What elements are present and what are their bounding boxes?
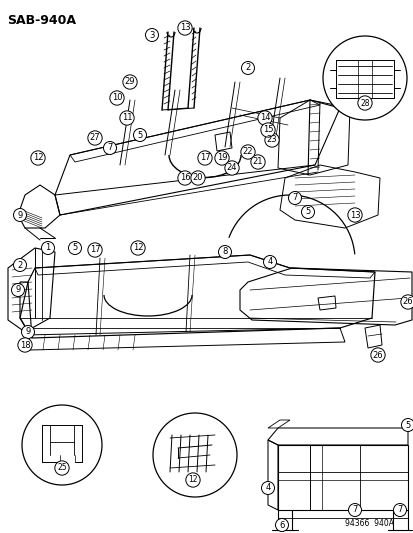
Circle shape	[218, 246, 231, 259]
Text: SAB-940A: SAB-940A	[7, 14, 76, 27]
Circle shape	[14, 259, 26, 271]
Text: 10: 10	[112, 93, 122, 102]
Circle shape	[401, 418, 413, 432]
Text: 7: 7	[292, 193, 297, 203]
Text: 5: 5	[137, 131, 142, 140]
Circle shape	[178, 171, 192, 185]
Circle shape	[178, 21, 192, 35]
Circle shape	[370, 348, 384, 362]
Circle shape	[119, 111, 134, 125]
Circle shape	[31, 151, 45, 165]
Circle shape	[109, 91, 124, 105]
Text: 24: 24	[226, 164, 237, 173]
Text: 29: 29	[124, 77, 135, 86]
Text: 11: 11	[121, 114, 132, 123]
Text: 94366  940A: 94366 940A	[345, 519, 394, 528]
Circle shape	[275, 519, 288, 531]
Circle shape	[257, 111, 271, 125]
Text: 6: 6	[279, 521, 284, 529]
Text: 25: 25	[57, 464, 66, 472]
Text: 7: 7	[351, 505, 357, 514]
Circle shape	[347, 208, 361, 222]
Text: 26: 26	[402, 297, 412, 306]
Text: 4: 4	[265, 483, 270, 492]
Circle shape	[21, 326, 34, 338]
Text: 7: 7	[396, 505, 402, 514]
Text: 5: 5	[72, 244, 78, 253]
Text: 9: 9	[17, 211, 23, 220]
Circle shape	[250, 155, 264, 169]
Circle shape	[41, 241, 55, 254]
Circle shape	[240, 145, 254, 159]
Text: 9: 9	[15, 286, 21, 295]
Text: 18: 18	[20, 341, 30, 350]
Circle shape	[68, 241, 81, 254]
Text: 15: 15	[262, 125, 273, 134]
Text: 14: 14	[259, 114, 270, 123]
Circle shape	[14, 208, 26, 222]
Circle shape	[18, 338, 32, 352]
Circle shape	[12, 284, 24, 296]
Circle shape	[261, 481, 274, 495]
Text: 9: 9	[25, 327, 31, 336]
Circle shape	[264, 133, 278, 147]
Text: 12: 12	[133, 244, 143, 253]
Circle shape	[123, 75, 137, 89]
Circle shape	[145, 28, 158, 42]
Circle shape	[392, 504, 406, 516]
Text: 12: 12	[33, 154, 43, 163]
Text: 28: 28	[359, 99, 369, 108]
Circle shape	[88, 131, 102, 145]
Text: 26: 26	[372, 351, 382, 359]
Text: 2: 2	[17, 261, 23, 270]
Circle shape	[185, 473, 199, 487]
Circle shape	[197, 151, 211, 165]
Circle shape	[241, 61, 254, 75]
Text: 13: 13	[349, 211, 359, 220]
Text: 21: 21	[252, 157, 263, 166]
Text: 22: 22	[242, 148, 253, 157]
Text: 23: 23	[266, 135, 277, 144]
Circle shape	[400, 295, 413, 309]
Text: 5: 5	[305, 207, 310, 216]
Circle shape	[131, 241, 145, 255]
Text: 17: 17	[199, 154, 210, 163]
Text: 13: 13	[179, 23, 190, 33]
Circle shape	[133, 128, 146, 141]
Circle shape	[88, 243, 102, 257]
Text: 4: 4	[267, 257, 272, 266]
Circle shape	[224, 161, 239, 175]
Text: 8: 8	[222, 247, 227, 256]
Text: 16: 16	[179, 174, 190, 182]
Circle shape	[288, 191, 301, 205]
Text: 2: 2	[245, 63, 250, 72]
Circle shape	[348, 504, 361, 516]
Text: 20: 20	[192, 174, 203, 182]
Circle shape	[214, 151, 229, 165]
Circle shape	[357, 96, 371, 110]
Circle shape	[190, 171, 205, 185]
Circle shape	[322, 36, 406, 120]
Text: 3: 3	[149, 30, 154, 39]
Text: 19: 19	[216, 154, 227, 163]
Text: 27: 27	[90, 133, 100, 142]
Circle shape	[103, 141, 116, 155]
Text: 5: 5	[404, 421, 410, 430]
Text: 1: 1	[45, 244, 50, 253]
Circle shape	[260, 123, 275, 137]
Text: 17: 17	[90, 246, 100, 254]
Circle shape	[263, 255, 276, 269]
Text: 7: 7	[107, 143, 112, 152]
Circle shape	[55, 461, 69, 475]
Circle shape	[22, 405, 102, 485]
Circle shape	[153, 413, 236, 497]
Circle shape	[301, 206, 314, 219]
Text: 12: 12	[188, 475, 197, 484]
